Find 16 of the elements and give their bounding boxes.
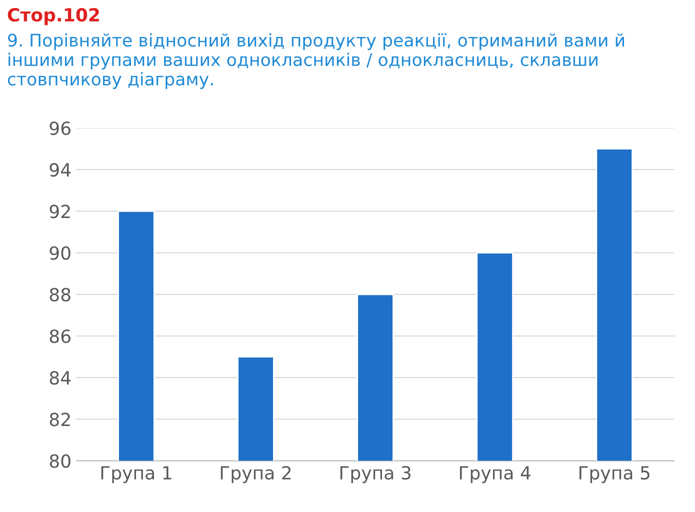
y-tick-label: 84 [50, 371, 71, 385]
y-tick-label: 94 [50, 163, 71, 177]
chart-title: Стор.102 [8, 8, 99, 26]
y-tick-label: 80 [50, 454, 70, 468]
x-tick-label: Група 2 [220, 466, 291, 484]
y-tick-label: 90 [50, 246, 70, 260]
x-tick-label: Група 4 [460, 466, 530, 484]
y-tick-label: 82 [50, 412, 70, 426]
y-tick-label: 88 [50, 288, 70, 302]
x-tick-label: Група 1 [101, 466, 172, 484]
y-tick-label: 86 [50, 329, 70, 344]
chart-subtitle: 9. Порівняйте відносний вихід продукту реакції, отриманий вами й іншими групами ваших однокласників / однокласниць, склавши стовпчикову діаграму. [8, 33, 624, 89]
y-tick-label: 92 [50, 204, 70, 218]
x-tick-label: Група 5 [580, 466, 650, 484]
x-tick-label: Група 3 [340, 466, 410, 484]
y-tick-label: 96 [50, 121, 70, 136]
